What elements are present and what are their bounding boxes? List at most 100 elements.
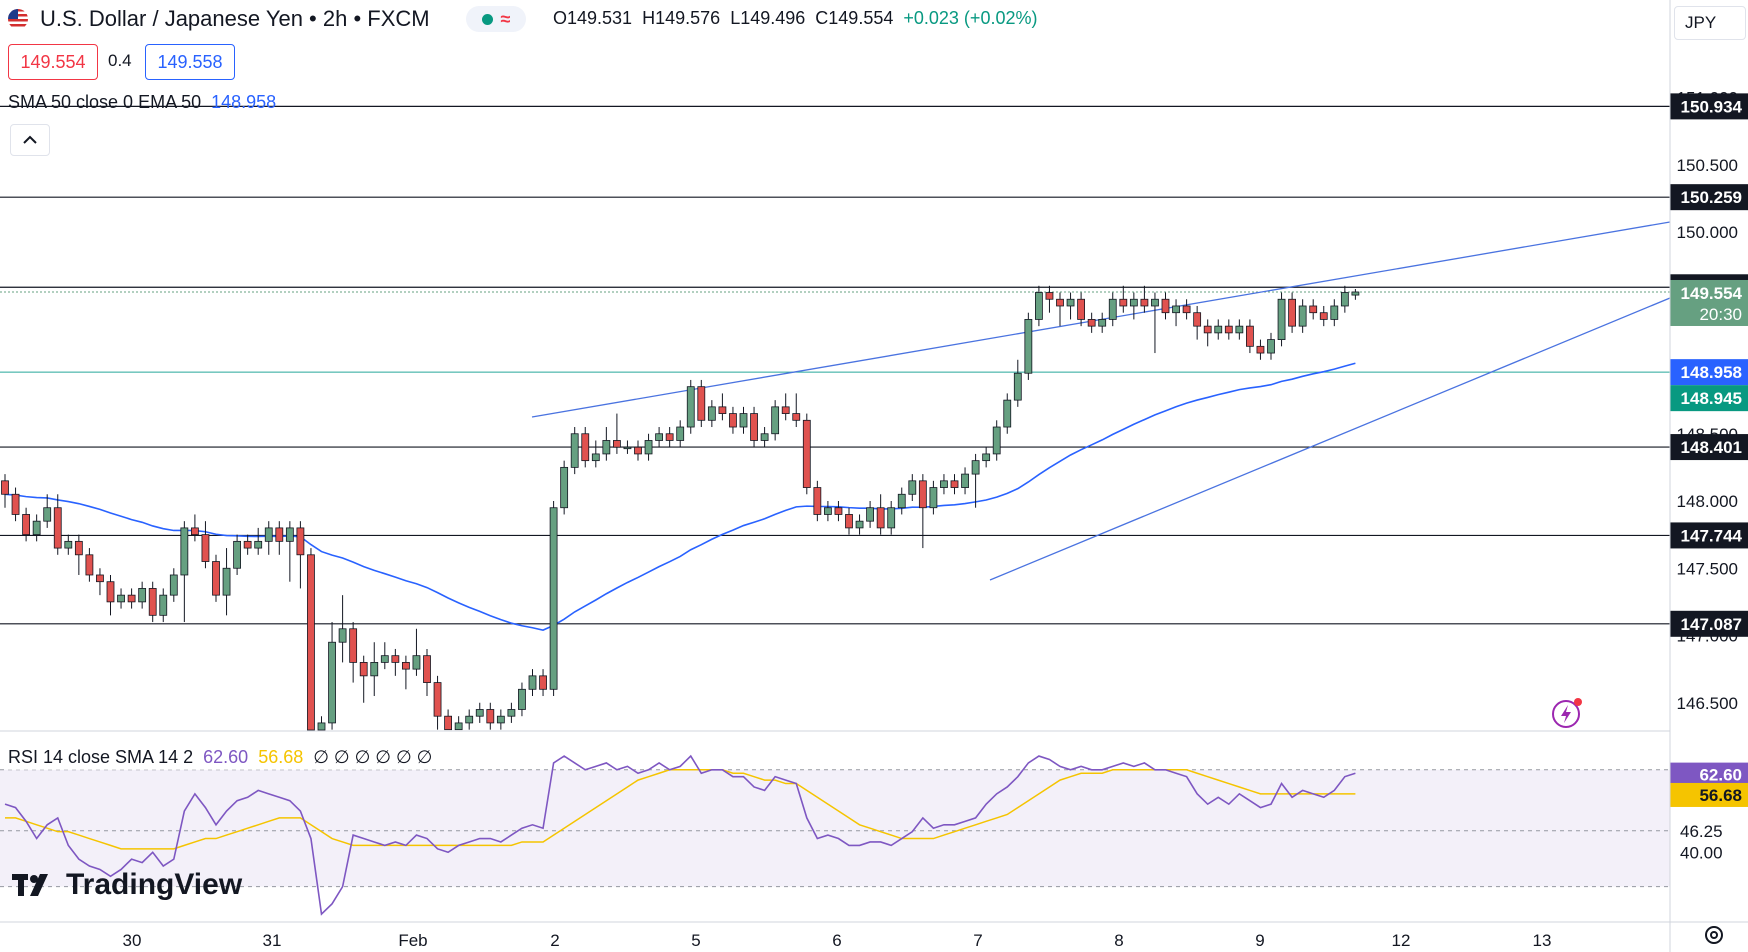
- candle-body: [1035, 292, 1043, 320]
- candle-body: [507, 709, 516, 717]
- candle-body: [454, 722, 463, 731]
- candle-body: [982, 453, 991, 462]
- indicator-legend[interactable]: SMA 50 close 0 EMA 50 148.958: [8, 92, 276, 113]
- rsi-sma-label: 56.68: [1699, 786, 1742, 805]
- market-status-badge[interactable]: ≈: [466, 6, 526, 32]
- high-value: H149.576: [642, 8, 721, 28]
- candle-body: [918, 480, 927, 509]
- rsi-extra-values: ∅ ∅ ∅ ∅ ∅ ∅: [313, 747, 433, 767]
- candle-body: [275, 527, 284, 542]
- rsi-legend[interactable]: RSI 14 close SMA 14 2 62.60 56.68 ∅ ∅ ∅ …: [8, 745, 433, 770]
- candle-body: [697, 386, 706, 421]
- market-open-dot-icon: [481, 13, 493, 25]
- candle-body: [1214, 325, 1223, 334]
- rsi-sma-value: 56.68: [258, 747, 304, 767]
- settings-gear-icon[interactable]: [1703, 924, 1725, 946]
- level-price-tag: [1670, 184, 1748, 211]
- open-value: O149.531: [553, 8, 633, 28]
- rsi-sma-tag: [1670, 782, 1748, 807]
- time-tick-label: 9: [1255, 931, 1264, 950]
- candle-body: [233, 540, 242, 569]
- price-tick-label: 147.500: [1677, 559, 1738, 578]
- candle-body: [401, 662, 410, 670]
- time-tick-label: Feb: [398, 931, 427, 950]
- rsi-sma-line: [5, 769, 1356, 850]
- level-price-tag: [1670, 434, 1748, 461]
- candle-body: [307, 554, 315, 731]
- candle-body: [1267, 339, 1275, 354]
- level-price-tag: [1670, 522, 1748, 549]
- candle-body: [1256, 345, 1265, 354]
- last-price-tag: [1670, 279, 1748, 326]
- candle-body: [792, 413, 801, 421]
- collapse-legend-button[interactable]: [10, 124, 50, 156]
- candle-body: [74, 540, 83, 556]
- candle-body: [676, 426, 685, 441]
- currency-selector[interactable]: JPY: [1674, 6, 1746, 40]
- candle-body: [549, 507, 558, 690]
- candle-body: [897, 493, 906, 509]
- time-tick-label: 7: [973, 931, 982, 950]
- candle-body: [1351, 291, 1360, 296]
- sell-button[interactable]: 149.554: [8, 44, 98, 80]
- candle-body: [159, 594, 168, 616]
- candle-body: [1277, 298, 1286, 340]
- candle-body: [1119, 298, 1128, 307]
- candle-body: [760, 433, 769, 441]
- rsi-value-label: 62.60: [1699, 766, 1742, 785]
- price-tick-label: 150.500: [1677, 156, 1738, 175]
- candle-body: [539, 675, 547, 690]
- candle-body: [1087, 319, 1096, 327]
- candle-body: [433, 682, 442, 717]
- candle-body: [486, 709, 495, 724]
- candle-body: [887, 507, 896, 529]
- time-tick-label: 13: [1533, 931, 1552, 950]
- candle-body: [444, 715, 453, 731]
- candle-body: [127, 594, 136, 603]
- buy-button[interactable]: 149.558: [145, 44, 235, 80]
- candle-body: [1340, 292, 1349, 307]
- candle-body: [117, 594, 125, 603]
- close-value: C149.554: [815, 8, 894, 28]
- brand-name: TradingView: [66, 868, 243, 901]
- candle-body: [201, 534, 210, 562]
- candle-body: [148, 588, 157, 616]
- candle-body: [729, 413, 737, 428]
- candle-body: [1172, 305, 1180, 314]
- delayed-data-icon: ≈: [500, 8, 511, 29]
- candle-body: [613, 440, 621, 448]
- candle-body: [1288, 298, 1296, 327]
- candle-body: [138, 588, 147, 603]
- candle-body: [686, 386, 695, 428]
- rsi-tick-label: 40.00: [1680, 843, 1723, 862]
- candle-body: [1013, 372, 1022, 401]
- candle-body: [813, 487, 822, 515]
- candle-body: [1, 480, 9, 495]
- candle-body: [496, 715, 505, 724]
- candle-body: [64, 540, 73, 549]
- candle-body: [876, 507, 885, 529]
- ema-price-label: 148.958: [1681, 363, 1742, 382]
- candle-body: [750, 413, 758, 441]
- candle-body: [391, 655, 400, 663]
- level-price-label: 150.934: [1681, 97, 1743, 116]
- candle-body: [1203, 325, 1212, 334]
- candle-body: [665, 433, 674, 441]
- alert-bolt-icon[interactable]: [1550, 696, 1584, 730]
- time-tick-label: 30: [123, 931, 142, 950]
- candle-body: [296, 527, 305, 556]
- rsi-value: 62.60: [203, 747, 249, 767]
- us-flag-icon: [8, 9, 28, 29]
- candle-body: [222, 567, 231, 596]
- candle-body: [581, 433, 590, 462]
- symbol-title[interactable]: U.S. Dollar / Japanese Yen • 2h • FXCM: [40, 6, 430, 31]
- candle-body: [623, 446, 632, 450]
- candle-body: [560, 466, 569, 509]
- candle-body: [602, 440, 611, 455]
- indicator-label: SMA 50 close 0 EMA 50: [8, 92, 202, 112]
- candle-body: [1098, 319, 1107, 327]
- time-tick-label: 2: [550, 931, 559, 950]
- candle-body: [22, 514, 31, 536]
- candle-body: [180, 527, 189, 576]
